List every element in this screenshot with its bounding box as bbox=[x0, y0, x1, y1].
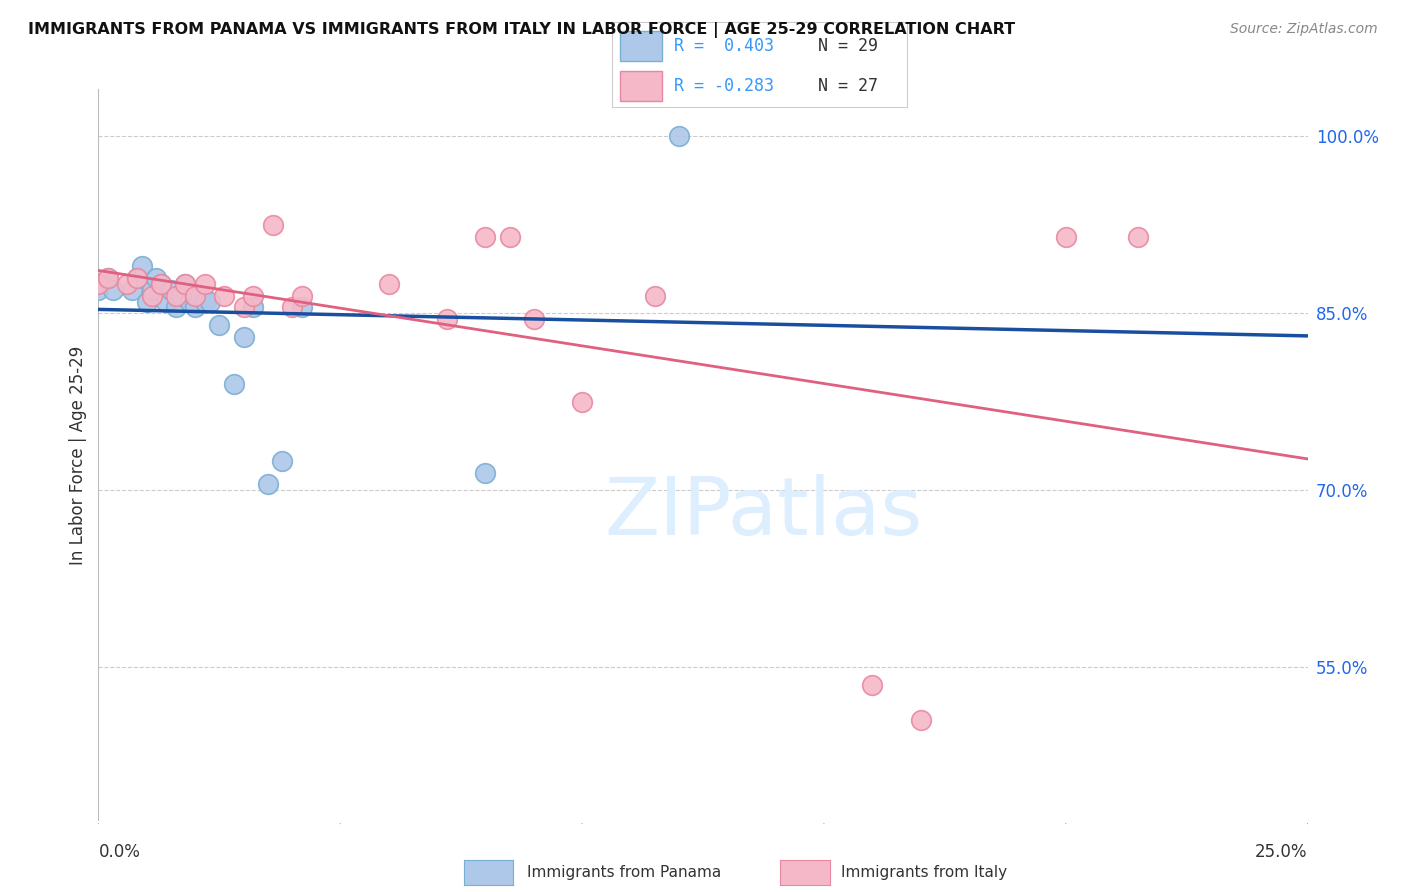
Point bbox=[474, 229, 496, 244]
Point bbox=[668, 129, 690, 144]
Point bbox=[174, 277, 197, 291]
Point bbox=[87, 277, 110, 291]
Y-axis label: In Labor Force | Age 25-29: In Labor Force | Age 25-29 bbox=[69, 345, 87, 565]
Point bbox=[184, 301, 207, 315]
Text: Source: ZipAtlas.com: Source: ZipAtlas.com bbox=[1230, 22, 1378, 37]
Bar bbox=[620, 70, 662, 101]
Point bbox=[127, 271, 149, 285]
Point bbox=[910, 714, 932, 728]
Point bbox=[290, 288, 312, 302]
Point bbox=[141, 288, 163, 302]
Point bbox=[198, 294, 221, 309]
Point bbox=[101, 283, 124, 297]
Point bbox=[174, 277, 197, 291]
Point bbox=[97, 271, 120, 285]
Point bbox=[150, 277, 173, 291]
Point bbox=[644, 288, 666, 302]
Text: 25.0%: 25.0% bbox=[1256, 843, 1308, 861]
Point bbox=[271, 454, 294, 468]
Point bbox=[1054, 229, 1077, 244]
Point bbox=[141, 283, 163, 297]
Point bbox=[188, 288, 211, 302]
Point bbox=[377, 277, 399, 291]
Point bbox=[281, 301, 304, 315]
Point bbox=[242, 288, 264, 302]
Point bbox=[165, 301, 187, 315]
Point bbox=[498, 229, 520, 244]
Point bbox=[117, 277, 139, 291]
Point bbox=[436, 312, 458, 326]
Point bbox=[169, 288, 191, 302]
Point bbox=[179, 294, 201, 309]
Text: N = 29: N = 29 bbox=[818, 37, 879, 55]
Point bbox=[222, 377, 245, 392]
Text: Immigrants from Italy: Immigrants from Italy bbox=[841, 865, 1007, 880]
Point bbox=[135, 294, 157, 309]
Point bbox=[208, 318, 231, 333]
Point bbox=[184, 288, 207, 302]
Text: R =  0.403: R = 0.403 bbox=[673, 37, 773, 55]
Point bbox=[160, 283, 183, 297]
Text: N = 27: N = 27 bbox=[818, 77, 879, 95]
Point bbox=[1128, 229, 1150, 244]
Point bbox=[194, 277, 217, 291]
Point bbox=[87, 283, 110, 297]
Point bbox=[145, 271, 167, 285]
Point bbox=[571, 394, 593, 409]
Text: R = -0.283: R = -0.283 bbox=[673, 77, 773, 95]
Text: 0.0%: 0.0% bbox=[98, 843, 141, 861]
Point bbox=[121, 283, 143, 297]
Point bbox=[256, 477, 278, 491]
Point bbox=[290, 301, 312, 315]
Text: IMMIGRANTS FROM PANAMA VS IMMIGRANTS FROM ITALY IN LABOR FORCE | AGE 25-29 CORRE: IMMIGRANTS FROM PANAMA VS IMMIGRANTS FRO… bbox=[28, 22, 1015, 38]
Point bbox=[232, 330, 254, 344]
Point bbox=[194, 294, 217, 309]
Point bbox=[150, 277, 173, 291]
Point bbox=[232, 301, 254, 315]
Point bbox=[131, 259, 153, 273]
Point bbox=[860, 678, 883, 692]
Point bbox=[242, 301, 264, 315]
Bar bbox=[620, 30, 662, 62]
Point bbox=[212, 288, 235, 302]
Point bbox=[155, 294, 177, 309]
Point bbox=[474, 466, 496, 480]
Point bbox=[523, 312, 546, 326]
Text: Immigrants from Panama: Immigrants from Panama bbox=[527, 865, 721, 880]
Text: ZIPatlas: ZIPatlas bbox=[605, 475, 922, 552]
Point bbox=[97, 271, 120, 285]
Point bbox=[262, 218, 284, 232]
Point bbox=[165, 288, 187, 302]
Point bbox=[127, 271, 149, 285]
